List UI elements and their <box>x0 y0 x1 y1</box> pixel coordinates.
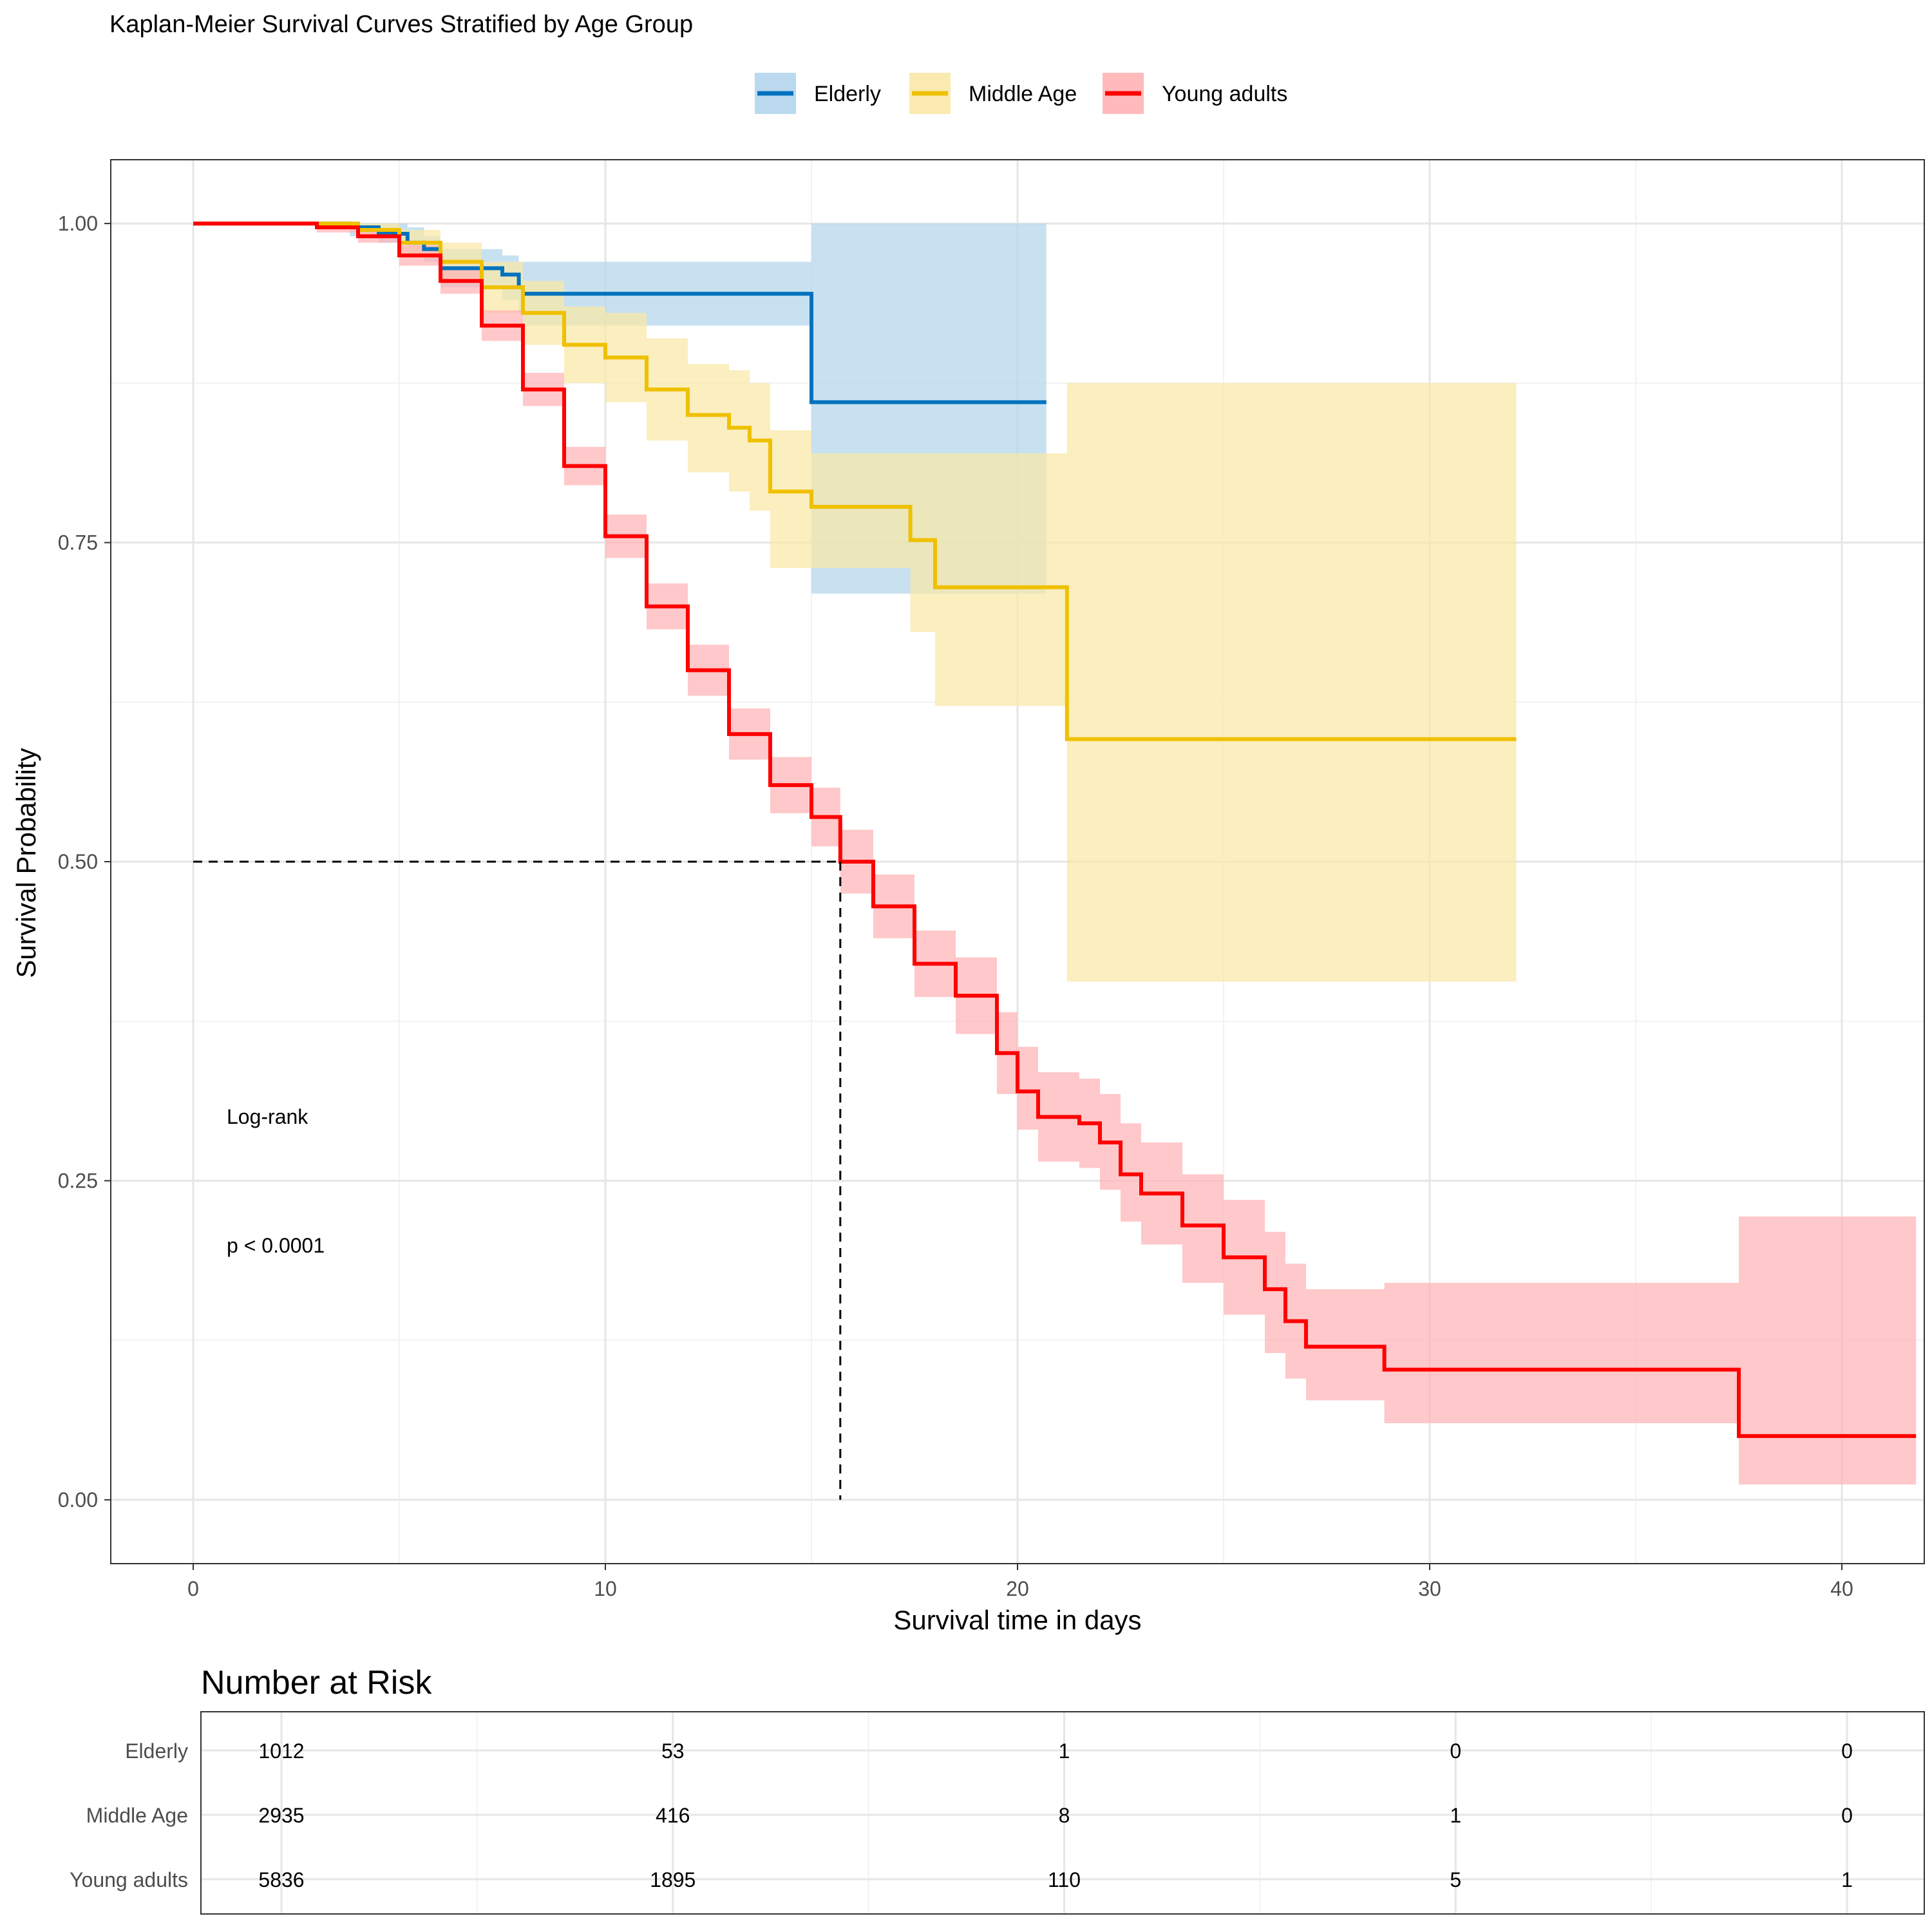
risk-table: Elderly 1012 53 1 0 0 Middle Age 2935 416 8 1 0 Youn… <box>70 1711 1925 1915</box>
x-tick-label: 10 <box>594 1577 617 1600</box>
x-tick-label: 0 <box>187 1577 199 1600</box>
risk-cell: 0 <box>1841 1804 1853 1827</box>
x-axis-label: Survival time in days <box>893 1605 1141 1635</box>
risk-cell: 5836 <box>258 1868 304 1891</box>
risk-cell: 5 <box>1450 1868 1461 1891</box>
survival-lines <box>193 222 1917 1438</box>
risk-cell: 1 <box>1841 1868 1853 1891</box>
annotation-logrank: Log-rank <box>227 1105 308 1128</box>
risk-cell: 53 <box>661 1739 685 1763</box>
major-grid: 0 10 20 30 40 0.00 0.25 0.50 0.75 1.00 <box>58 160 1924 1600</box>
y-tick-label: 0.50 <box>58 850 98 873</box>
risk-row-middle-age: Middle Age 2935 416 8 1 0 <box>86 1804 1853 1827</box>
plot-area: 0 10 20 30 40 0.00 0.25 0.50 0.75 1.00 <box>58 159 1925 1600</box>
risk-table-border <box>200 1711 1925 1915</box>
risk-cell: 1895 <box>650 1868 696 1891</box>
legend-item-middle-age: Middle Age <box>909 73 1077 114</box>
risk-row-label: Young adults <box>70 1868 188 1891</box>
risk-row-elderly: Elderly 1012 53 1 0 0 <box>125 1739 1853 1763</box>
risk-cell: 416 <box>656 1804 690 1827</box>
legend-label: Middle Age <box>969 82 1077 106</box>
annotation-pvalue: p < 0.0001 <box>227 1234 325 1257</box>
confidence-bands <box>193 223 1917 1485</box>
x-tick-label: 40 <box>1830 1577 1853 1600</box>
risk-cell: 1012 <box>258 1739 304 1763</box>
line-middle-age <box>193 222 1517 741</box>
risk-cell: 110 <box>1048 1868 1081 1891</box>
plot-border <box>110 159 1925 1564</box>
risk-row-young-adults: Young adults 5836 1895 110 5 1 <box>70 1868 1853 1891</box>
x-tick-label: 20 <box>1006 1577 1029 1600</box>
y-tick-label: 1.00 <box>58 212 98 235</box>
risk-cell: 8 <box>1059 1804 1070 1827</box>
y-axis-label: Survival Probability <box>11 748 41 978</box>
risk-row-label: Middle Age <box>86 1804 188 1827</box>
legend-label: Young adults <box>1162 82 1287 106</box>
risk-cell: 1 <box>1450 1804 1461 1827</box>
risk-cell: 2935 <box>258 1804 304 1827</box>
risk-table-title: Number at Risk <box>201 1664 432 1701</box>
y-tick-label: 0.75 <box>58 531 98 554</box>
risk-cell: 1 <box>1059 1739 1070 1763</box>
risk-cell: 0 <box>1841 1739 1853 1763</box>
risk-cell: 0 <box>1450 1739 1461 1763</box>
x-tick-label: 30 <box>1418 1577 1441 1600</box>
band-young-adults <box>193 223 1917 1485</box>
risk-row-label: Elderly <box>125 1739 188 1763</box>
y-tick-label: 0.25 <box>58 1169 98 1192</box>
legend-item-elderly: Elderly <box>755 73 881 114</box>
legend-item-young-adults: Young adults <box>1103 73 1287 114</box>
band-middle-age <box>193 223 1517 982</box>
line-young-adults <box>193 222 1917 1438</box>
y-tick-label: 0.00 <box>58 1488 98 1511</box>
legend: Elderly Middle Age Young adults <box>755 73 1287 114</box>
legend-label: Elderly <box>814 82 881 106</box>
chart-title: Kaplan-Meier Survival Curves Stratified … <box>109 11 693 38</box>
